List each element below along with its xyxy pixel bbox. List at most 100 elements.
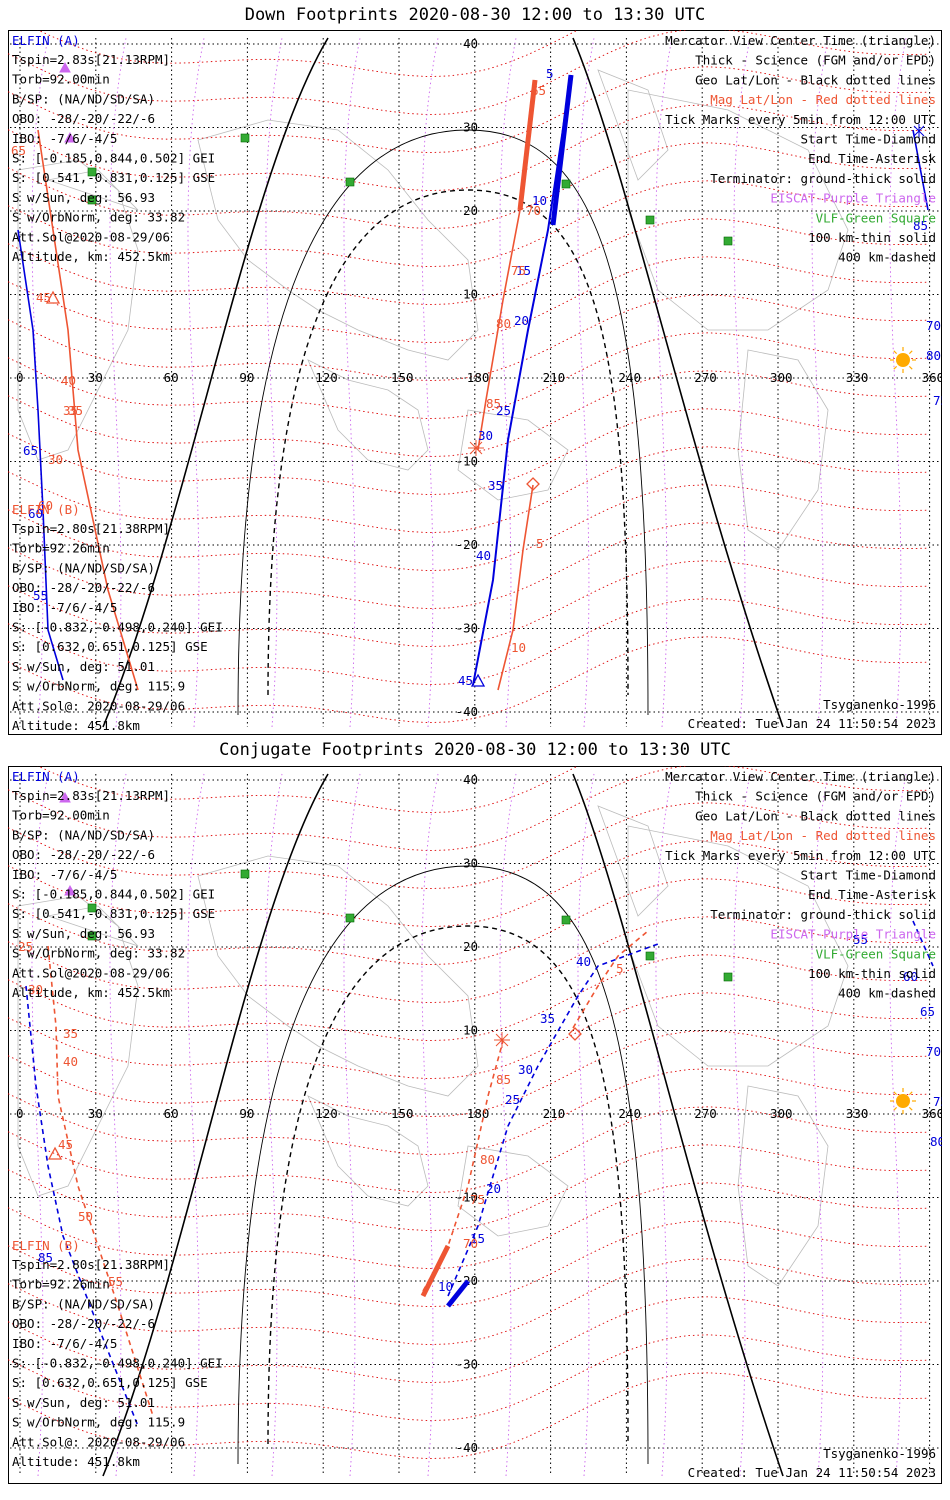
fov-100km bbox=[237, 865, 649, 1465]
lon-label: 180 bbox=[467, 1106, 490, 1121]
ela-science-segment bbox=[550, 74, 574, 226]
elb-tick-label: 60 bbox=[38, 498, 53, 513]
ela-tick-label: 25 bbox=[496, 403, 511, 418]
lon-label: 240 bbox=[618, 370, 641, 385]
ela-info-line: Torb=92.00min bbox=[12, 72, 110, 87]
ela-tick-label: 25 bbox=[505, 1092, 520, 1107]
elb-info-line: B/SP: (NA/ND/SD/SA) bbox=[12, 1296, 155, 1311]
created-timestamp: Created: Tue Jan 24 11:50:54 2023 bbox=[688, 1465, 936, 1480]
ela-track bbox=[472, 74, 572, 686]
lat-label: -30 bbox=[455, 621, 478, 636]
ela-tick-label: 85 bbox=[38, 1250, 53, 1265]
vlf-station-square bbox=[345, 177, 355, 187]
lon-label: 360 bbox=[922, 370, 942, 385]
lon-label: 270 bbox=[694, 1106, 717, 1121]
elb-info-line: Tspin=2.80s[21.38RPM] bbox=[12, 1257, 170, 1272]
ela-info-line: S: [0.541,-0.831,0.125] GSE bbox=[12, 906, 215, 921]
ela-tick-label: 45 bbox=[458, 673, 473, 688]
ela-info-line: OBO: -28/-20/-22/-6 bbox=[12, 111, 155, 126]
elb-center-triangle bbox=[45, 290, 61, 304]
elb-info-line: Tspin=2.80s[21.38RPM] bbox=[12, 521, 170, 536]
continent-outlines bbox=[17, 69, 849, 551]
ela-info-line: Altitude, km: 452.5km bbox=[12, 249, 170, 264]
lon-label: 90 bbox=[239, 1106, 254, 1121]
lon-label: 0 bbox=[16, 370, 24, 385]
elb-info-line: IBO: -7/6/-4/5 bbox=[12, 600, 117, 615]
ela-conj-track-wrap bbox=[25, 985, 139, 1427]
vlf-station-square bbox=[240, 133, 250, 143]
elb-tick-label: 5 bbox=[536, 536, 544, 551]
elb-tick-label: 80 bbox=[496, 316, 511, 331]
ela-info-line: B/SP: (NA/ND/SD/SA) bbox=[12, 91, 155, 106]
elb-tick-label: 40 bbox=[61, 373, 76, 388]
elb-info-line: S w/OrbNorm, deg: 115.9 bbox=[12, 1415, 185, 1430]
ela-tick-label: 15 bbox=[516, 263, 531, 278]
ela-info-line: Att.Sol@2020-08-29/06 bbox=[12, 965, 170, 980]
lat-label: 30 bbox=[463, 856, 478, 871]
elb-info-line: Altitude: 451.8km bbox=[12, 718, 140, 733]
elb-tick-label: 45 bbox=[36, 290, 51, 305]
ela-tick-label: 60 bbox=[28, 506, 43, 521]
elb-info-line: S w/Sun, deg: 51.01 bbox=[12, 1395, 155, 1410]
lat-label: 20 bbox=[463, 939, 478, 954]
legend-line: Terminator: ground-thick solid bbox=[710, 171, 936, 186]
ela-tick-label: 75 bbox=[933, 393, 942, 408]
conjugate-panel-title: Conjugate Footprints 2020-08-30 12:00 to… bbox=[219, 740, 731, 760]
ela-info-line: S w/OrbNorm, deg: 33.82 bbox=[12, 946, 185, 961]
lat-label: 20 bbox=[463, 203, 478, 218]
legend-line: Mag Lat/Lon - Red dotted lines bbox=[710, 92, 936, 107]
elb-start-diamond bbox=[568, 1027, 582, 1041]
vlf-station-square bbox=[723, 972, 733, 982]
lon-label: 330 bbox=[846, 370, 869, 385]
eiscat-triangle bbox=[64, 131, 76, 143]
lon-label: 150 bbox=[391, 370, 414, 385]
fov-400km bbox=[267, 189, 629, 696]
ela-info-line: IBO: -7/6/-4/5 bbox=[12, 131, 117, 146]
legend-line: Start Time-Diamond bbox=[801, 868, 936, 883]
elb-tick-label: 55 bbox=[108, 1274, 123, 1289]
ela-info-line: S: [-0.185,0.844,0.502] GEI bbox=[12, 151, 215, 166]
vlf-station-square bbox=[345, 913, 355, 923]
ela-track-edge bbox=[912, 129, 929, 211]
elb-info-line: B/SP: (NA/ND/SD/SA) bbox=[12, 560, 155, 575]
lon-label: 180 bbox=[467, 370, 490, 385]
legend-line: End Time-Asterisk bbox=[808, 887, 936, 902]
legend-line: EISCAT-Purple Triangle bbox=[770, 927, 936, 942]
lon-label: 210 bbox=[543, 1106, 566, 1121]
legend-line: Geo Lat/Lon - Black dotted lines bbox=[695, 808, 936, 823]
ela-tick-label: 55 bbox=[33, 588, 48, 603]
ela-info-line: S w/Sun, deg: 56.93 bbox=[12, 190, 155, 205]
vlf-station-square bbox=[87, 167, 97, 177]
mag-grid bbox=[8, 766, 929, 1460]
ela-tick-label: 70 bbox=[926, 318, 941, 333]
lon-label: 210 bbox=[543, 370, 566, 385]
ela-info-line: Altitude, km: 452.5km bbox=[12, 985, 170, 1000]
ela-tick-label: 65 bbox=[920, 1004, 935, 1019]
ela-tick-label: 10 bbox=[532, 193, 547, 208]
lon-label: 120 bbox=[315, 370, 338, 385]
ela-tick-label: 70 bbox=[926, 1044, 941, 1059]
lon-label: 240 bbox=[618, 1106, 641, 1121]
legend-line: VLF-Green Square bbox=[816, 210, 936, 225]
elb-tick-label: 35 bbox=[63, 403, 78, 418]
elb-tick-label: 75 bbox=[511, 263, 526, 278]
elb-info-line: S w/Sun, deg: 51.01 bbox=[12, 659, 155, 674]
elb-track-wrap bbox=[37, 129, 139, 691]
lat-label: -20 bbox=[455, 537, 478, 552]
elb-tick-label: 80 bbox=[480, 1152, 495, 1167]
ela-tick-label: 65 bbox=[23, 443, 38, 458]
model-label: Tsyganenko-1996 bbox=[823, 697, 936, 712]
legend-line: Thick - Science (FGM and/or EPD) bbox=[695, 789, 936, 804]
elb-tick-label: 75 bbox=[470, 1192, 485, 1207]
legend-line: EISCAT-Purple Triangle bbox=[770, 191, 936, 206]
elb-tick-label: 40 bbox=[63, 1054, 78, 1069]
elb-info-line: OBO: -28/-20/-22/-6 bbox=[12, 580, 155, 595]
elb-tick-label: 45 bbox=[58, 1137, 73, 1152]
terminator-right bbox=[572, 773, 784, 1477]
ela-info-line: B/SP: (NA/ND/SD/SA) bbox=[12, 827, 155, 842]
legend-line: 100 km-thin solid bbox=[808, 966, 936, 981]
elb-tick-label: 30 bbox=[28, 982, 43, 997]
lon-label: 30 bbox=[88, 1106, 103, 1121]
ela-tick-label: 35 bbox=[540, 1011, 555, 1026]
elb-track-south bbox=[497, 484, 534, 691]
